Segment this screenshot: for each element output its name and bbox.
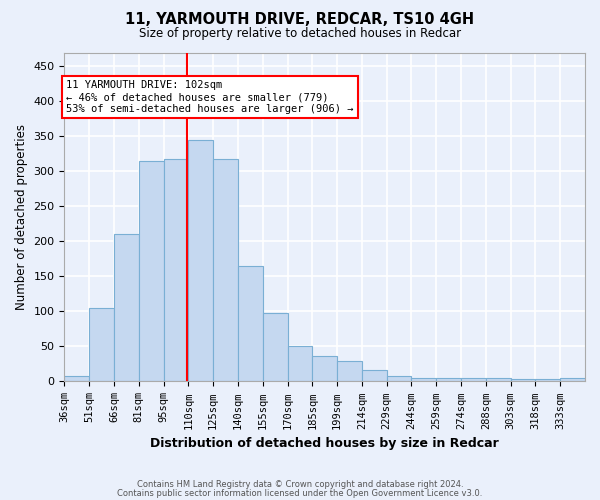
Bar (436, 378, 461, 382)
Bar (412, 378, 436, 382)
Bar (337, 361, 362, 382)
Text: 11 YARMOUTH DRIVE: 102sqm
← 46% of detached houses are smaller (779)
53% of semi: 11 YARMOUTH DRIVE: 102sqm ← 46% of detac… (66, 80, 353, 114)
Text: Contains HM Land Registry data © Crown copyright and database right 2024.: Contains HM Land Registry data © Crown c… (137, 480, 463, 489)
Bar (486, 378, 511, 382)
Bar (114, 234, 139, 382)
Bar (164, 159, 188, 382)
Bar (238, 266, 263, 382)
Bar (461, 378, 486, 382)
Bar (511, 380, 535, 382)
Text: Contains public sector information licensed under the Open Government Licence v3: Contains public sector information licen… (118, 488, 482, 498)
Bar (313, 356, 337, 382)
Y-axis label: Number of detached properties: Number of detached properties (15, 124, 28, 310)
Bar (89, 308, 114, 382)
Text: 11, YARMOUTH DRIVE, REDCAR, TS10 4GH: 11, YARMOUTH DRIVE, REDCAR, TS10 4GH (125, 12, 475, 28)
X-axis label: Distribution of detached houses by size in Redcar: Distribution of detached houses by size … (151, 437, 499, 450)
Bar (64, 376, 89, 382)
Bar (560, 378, 585, 382)
Bar (386, 376, 412, 382)
Bar (362, 370, 386, 382)
Bar (188, 140, 213, 382)
Bar (535, 380, 560, 382)
Bar (139, 161, 164, 382)
Bar (263, 313, 287, 382)
Bar (213, 159, 238, 382)
Text: Size of property relative to detached houses in Redcar: Size of property relative to detached ho… (139, 28, 461, 40)
Bar (287, 346, 313, 382)
